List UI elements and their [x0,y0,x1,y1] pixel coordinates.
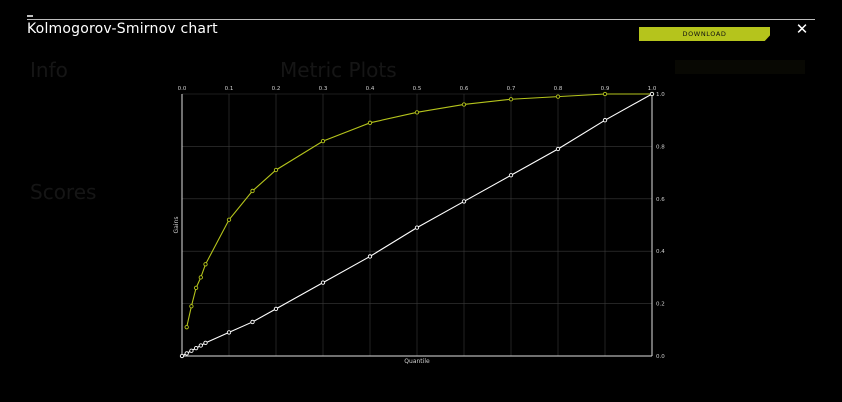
x-tick-label: 0.3 [319,86,328,92]
series-line-1 [186,93,652,328]
header-divider [27,19,815,20]
series-point-1 [367,120,373,125]
series-point-2 [203,340,208,346]
x-tick-label: 0.0 [178,86,187,92]
series-point-2 [198,343,203,348]
y-axis-label: Gains [173,217,180,234]
series-point-2 [414,225,420,230]
series-point-1 [226,217,232,222]
y-tick-label: 0.4 [656,249,665,255]
series-point-2 [250,319,255,325]
x-tick-label: 0.4 [366,86,375,92]
y-tick-label: 0.2 [656,302,665,308]
series-point-1 [203,262,208,267]
series-point-2 [555,146,561,152]
series-point-1 [508,97,514,102]
series-point-1 [414,110,420,115]
y-tick-label: 0.0 [656,354,665,360]
download-button[interactable]: DOWNLOAD [639,27,770,41]
series-point-2 [320,280,326,285]
x-tick-label: 0.7 [507,86,516,92]
series-point-1 [320,139,326,144]
series-point-2 [189,348,194,353]
x-tick-label: 0.6 [460,86,469,92]
close-icon[interactable]: ✕ [795,20,809,38]
series-point-1 [193,285,199,291]
series-point-2 [273,306,279,311]
y-tick-label: 1.0 [656,92,665,98]
series-point-2 [184,351,189,356]
x-tick-label: 1.0 [648,86,657,92]
x-tick-label: 0.9 [601,86,610,92]
series-point-2 [461,199,467,204]
x-tick-label: 0.2 [272,86,281,92]
series-point-2 [226,330,232,335]
series-point-1 [184,325,189,330]
x-axis-label: Quantile [404,358,430,365]
series-point-2 [602,118,608,123]
modal-title: Kolmogorov-Smirnov chart [27,21,218,37]
series-point-2 [179,353,185,359]
x-tick-label: 0.8 [554,86,563,92]
series-point-1 [602,91,608,97]
y-tick-label: 0.6 [656,197,665,203]
series-point-2 [508,173,514,178]
series-point-1 [250,188,255,194]
series-point-1 [198,275,203,280]
x-tick-label: 0.1 [225,86,234,92]
series-point-2 [193,345,199,351]
series-point-2 [649,91,655,97]
x-tick-label: 0.5 [413,86,422,92]
y-tick-label: 0.8 [656,144,665,150]
series-point-2 [367,254,373,259]
series-point-1 [189,304,194,309]
top-marker [27,15,33,17]
series-point-1 [555,94,561,99]
series-point-1 [273,167,279,173]
series-point-1 [461,102,467,107]
